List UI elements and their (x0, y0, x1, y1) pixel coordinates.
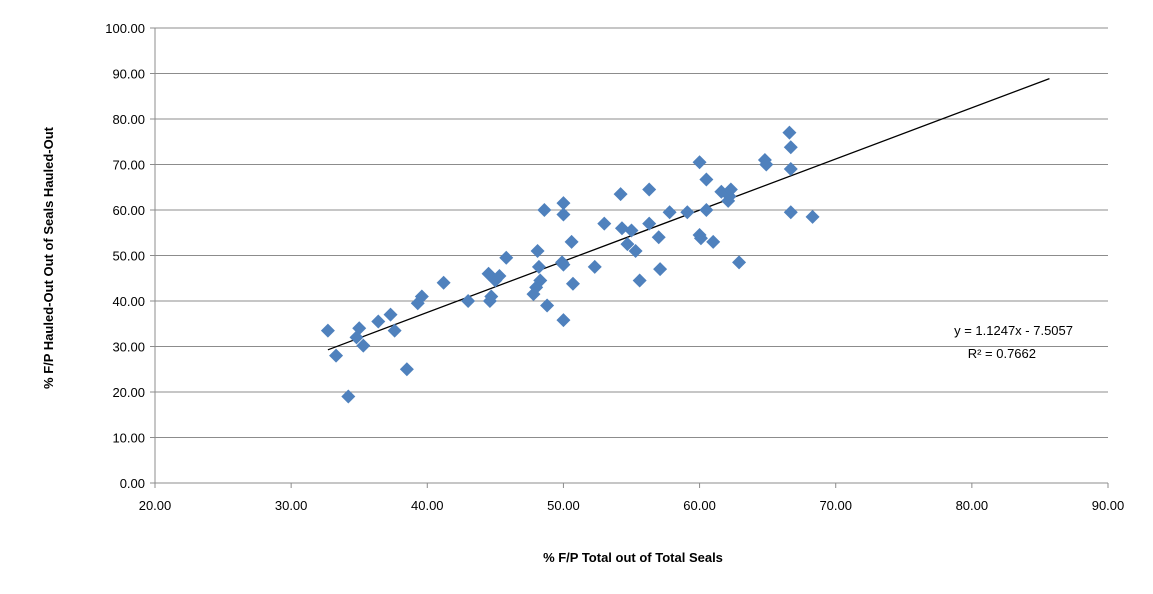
x-axis-title: % F/P Total out of Total Seals (543, 550, 723, 565)
data-point (614, 221, 629, 236)
y-tick-label: 80.00 (112, 112, 145, 127)
data-point (613, 187, 628, 202)
data-point (706, 234, 721, 249)
data-point (533, 273, 548, 288)
y-tick-label: 20.00 (112, 385, 145, 400)
x-tick-label: 20.00 (139, 498, 172, 513)
x-tick-label: 30.00 (275, 498, 308, 513)
data-point (732, 255, 747, 270)
data-point (356, 338, 371, 353)
data-point (484, 289, 499, 304)
axes (150, 27, 1109, 488)
y-tick-label: 100.00 (105, 21, 145, 36)
data-point (628, 243, 643, 258)
data-point (414, 289, 429, 304)
tick-labels: 0.00 10.00 20.00 30.00 40.00 50.00 60.00 70.00 8… (105, 21, 1124, 513)
data-point (556, 196, 571, 211)
data-point (692, 155, 707, 170)
data-point (556, 313, 571, 328)
data-point (759, 157, 774, 172)
data-point (624, 223, 639, 238)
data-point (653, 262, 668, 277)
y-tick-label: 10.00 (112, 431, 145, 446)
x-tick-label: 70.00 (819, 498, 852, 513)
data-point (693, 231, 708, 246)
data-point (540, 298, 555, 313)
data-point (783, 205, 798, 220)
x-tick-label: 80.00 (956, 498, 989, 513)
data-point (499, 250, 514, 265)
y-tick-label: 0.00 (120, 476, 145, 491)
y-tick-label: 70.00 (112, 158, 145, 173)
data-point (320, 323, 335, 338)
data-point (461, 294, 476, 308)
data-point (531, 259, 546, 274)
trendline-equation: y = 1.1247x - 7.5057 (954, 323, 1073, 338)
y-tick-label: 30.00 (112, 340, 145, 355)
data-point (597, 216, 612, 231)
data-point (620, 237, 635, 252)
data-point (436, 275, 451, 290)
data-point (587, 259, 602, 274)
x-tick-label: 60.00 (683, 498, 716, 513)
trendline-r-squared: R² = 0.7662 (968, 346, 1036, 361)
data-point (492, 268, 507, 283)
data-point (699, 172, 714, 187)
data-point (723, 182, 738, 197)
x-tick-label: 40.00 (411, 498, 444, 513)
data-point (699, 203, 714, 217)
data-point (399, 362, 414, 377)
data-point (632, 273, 647, 288)
data-point (349, 330, 364, 345)
data-point (783, 162, 798, 177)
data-point (651, 230, 666, 245)
y-tick-label: 90.00 (112, 67, 145, 82)
data-point (642, 182, 657, 197)
data-point (329, 348, 344, 363)
data-point (383, 307, 398, 322)
data-point (680, 205, 695, 220)
data-point (805, 209, 820, 224)
data-point (537, 203, 552, 217)
y-tick-label: 50.00 (112, 249, 145, 264)
data-point (556, 257, 571, 272)
data-point (341, 389, 356, 404)
y-tick-label: 60.00 (112, 203, 145, 218)
data-point (662, 205, 677, 220)
y-axis-title: % F/P Hauled-Out Out of Seals Hauled-Out (41, 126, 56, 389)
y-tick-label: 40.00 (112, 294, 145, 309)
data-point (642, 216, 657, 231)
x-tick-label: 90.00 (1092, 498, 1125, 513)
data-point (371, 314, 386, 329)
data-point (387, 323, 402, 338)
data-point (783, 140, 798, 155)
data-point (530, 243, 545, 258)
data-point (556, 207, 571, 222)
gridlines (155, 27, 1108, 438)
data-point (565, 276, 580, 291)
data-points (320, 125, 820, 404)
x-tick-label: 50.00 (547, 498, 580, 513)
data-point (564, 234, 579, 249)
data-point (782, 125, 797, 140)
